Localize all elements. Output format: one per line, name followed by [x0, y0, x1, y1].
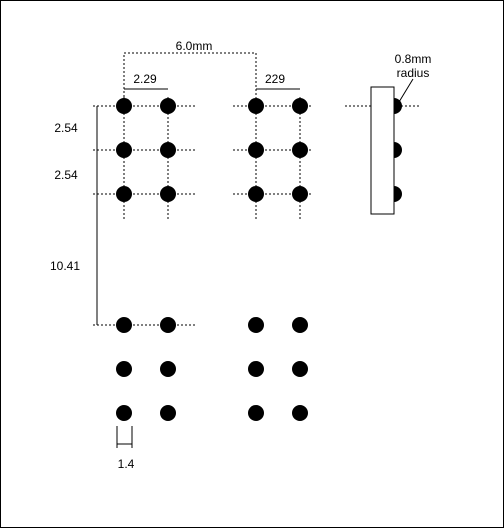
right-pitch-dimension: 229: [256, 72, 300, 90]
braille-dot: [116, 317, 132, 333]
braille-dot: [248, 361, 264, 377]
dot-size-dimension: 1.4: [116, 426, 135, 471]
braille-dot: [160, 361, 176, 377]
braille-dot: [248, 142, 264, 158]
side-profile-dot: [394, 142, 402, 158]
column-guides: [123, 97, 301, 221]
side-profile-dot: [394, 186, 402, 202]
braille-dot: [160, 98, 176, 114]
braille-dot: [292, 98, 308, 114]
row-pitch-label-1: 2.54: [54, 121, 78, 135]
braille-dot: [292, 317, 308, 333]
radius-label-line1: 0.8mm: [395, 52, 432, 66]
radius-leader-line: [398, 78, 414, 103]
left-pitch-label: 2.29: [133, 72, 157, 86]
braille-dot: [116, 98, 132, 114]
braille-dot: [160, 405, 176, 421]
side-profile-dot: [394, 98, 402, 114]
group-gap-label: 10.41: [50, 259, 80, 273]
vertical-dimension: 2.54 2.54 10.41: [50, 106, 98, 325]
braille-dot: [116, 361, 132, 377]
dot-size-label: 1.4: [118, 457, 135, 471]
top-span-dimension: 6.0mm: [123, 39, 257, 97]
braille-dot: [160, 142, 176, 158]
braille-dot: [116, 186, 132, 202]
side-profile-view: 0.8mm radius: [370, 52, 432, 215]
side-profile-plate: [370, 86, 395, 215]
row-guides: [93, 105, 419, 326]
braille-dot: [248, 405, 264, 421]
braille-dot: [292, 142, 308, 158]
braille-dots: [116, 98, 308, 421]
braille-dot: [160, 317, 176, 333]
braille-dot: [116, 405, 132, 421]
row-pitch-label-2: 2.54: [54, 168, 78, 182]
right-pitch-label: 229: [265, 72, 285, 86]
braille-dot: [160, 186, 176, 202]
top-span-bracket: [123, 52, 257, 97]
braille-dot: [292, 405, 308, 421]
radius-label-line2: radius: [397, 66, 430, 80]
braille-dot: [292, 186, 308, 202]
top-span-label: 6.0mm: [176, 39, 213, 53]
braille-dot: [116, 142, 132, 158]
braille-dot: [248, 98, 264, 114]
braille-dot: [248, 317, 264, 333]
braille-dot: [248, 186, 264, 202]
left-pitch-dimension: 2.29: [124, 72, 168, 90]
braille-dot: [292, 361, 308, 377]
